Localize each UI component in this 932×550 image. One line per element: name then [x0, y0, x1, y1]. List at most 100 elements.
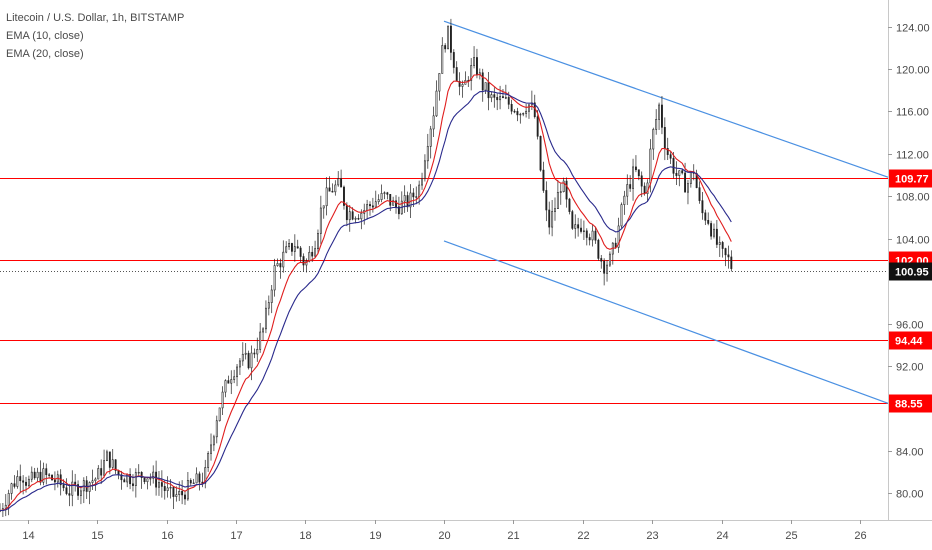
candle-body: [438, 73, 441, 92]
candles: [0, 18, 733, 518]
candle-body: [704, 212, 707, 221]
candle-body: [383, 192, 386, 194]
candle-body: [189, 480, 192, 484]
upper-channel-line[interactable]: [443, 20, 889, 178]
candle-body: [409, 192, 412, 208]
candle-body: [710, 223, 713, 237]
candle-body: [7, 493, 10, 506]
candle-body: [311, 251, 314, 257]
candle-body: [166, 487, 169, 491]
candle-body: [519, 113, 522, 116]
candle-body: [415, 196, 418, 198]
chart-legend: Litecoin / U.S. Dollar, 1h, BITSTAMP EMA…: [6, 9, 184, 63]
ema-20-legend[interactable]: EMA (20, close): [6, 48, 84, 60]
ema-20-line: [0, 90, 732, 512]
candle-body: [285, 246, 288, 253]
candle-body: [435, 90, 438, 117]
candle-body: [120, 474, 123, 481]
candle-body: [369, 204, 371, 207]
symbol-title[interactable]: Litecoin / U.S. Dollar, 1h, BITSTAMP: [6, 12, 185, 24]
current-price-label: 100.95: [895, 267, 929, 279]
candle-body: [461, 84, 464, 87]
x-tick-label: 21: [507, 530, 519, 542]
candle-body: [282, 251, 285, 268]
candle-body: [233, 376, 236, 380]
candle-body: [646, 182, 649, 194]
ema-10-line: [0, 73, 732, 512]
candle-body: [299, 247, 302, 257]
candle-body: [215, 420, 218, 438]
candle-body: [634, 166, 637, 171]
candle-body: [496, 97, 499, 101]
candle-body: [319, 207, 322, 234]
candle-body: [493, 94, 496, 98]
candle-body: [267, 302, 270, 309]
candle-body: [649, 148, 652, 184]
candle-body: [626, 184, 629, 197]
x-tick-label: 15: [91, 530, 103, 542]
candle-body: [608, 253, 611, 266]
candle-body: [522, 113, 525, 115]
candle-body: [666, 148, 669, 155]
candle-body: [640, 175, 643, 187]
candle-body: [227, 380, 230, 384]
ema-10-legend[interactable]: EMA (10, close): [6, 30, 84, 42]
candle-body: [366, 204, 369, 211]
price-axis[interactable]: 124.00 120.00 116.00 112.00 108.00 104.00 96.0…: [888, 0, 930, 520]
trend-channel[interactable]: [443, 20, 889, 404]
candle-body: [727, 254, 730, 258]
lower-channel-line[interactable]: [443, 240, 889, 404]
candle-body: [386, 192, 389, 195]
candle-body: [53, 479, 56, 483]
candle-body: [441, 45, 444, 74]
x-tick-label: 19: [369, 530, 381, 542]
candle-body: [134, 472, 137, 486]
candle-body: [588, 237, 591, 241]
candle-body: [45, 468, 48, 476]
candle-body: [661, 104, 663, 128]
candle-body: [137, 471, 140, 474]
time-axis[interactable]: 14 15 16 17 18 19 20 21 22 23 24 25 26: [0, 520, 932, 542]
candle-body: [675, 172, 678, 176]
candle-body: [594, 230, 597, 241]
candle-body: [337, 178, 340, 186]
candle-body: [389, 194, 392, 206]
x-tick-label: 20: [438, 530, 450, 542]
x-tick-label: 17: [230, 530, 242, 542]
candle-body: [30, 471, 33, 480]
candle-body: [357, 217, 360, 220]
candle-body: [16, 476, 19, 487]
candle-body: [270, 289, 273, 303]
candle-body: [620, 204, 623, 227]
candle-body: [718, 242, 721, 245]
candle-body: [449, 25, 452, 53]
candle-body: [380, 193, 383, 200]
current-price-tag: [889, 262, 932, 281]
candle-body: [421, 178, 423, 186]
x-tick-label: 18: [299, 530, 311, 542]
candle-body: [432, 115, 435, 130]
candle-body: [169, 486, 172, 489]
candle-body: [426, 146, 429, 162]
candle-body: [412, 192, 415, 198]
candle-body: [241, 353, 244, 362]
candle-body: [678, 170, 681, 176]
candle-body: [132, 483, 134, 486]
y-tick-label: 104.00: [896, 235, 930, 247]
candle-body: [548, 209, 551, 228]
candle-body: [701, 200, 704, 214]
candle-body: [582, 230, 585, 232]
candle-body: [152, 471, 155, 479]
candle-body: [707, 219, 710, 224]
candle-body: [713, 228, 715, 237]
candle-body: [103, 460, 106, 476]
candle-body: [556, 192, 559, 209]
candle-body: [19, 476, 22, 482]
candle-body: [236, 366, 238, 378]
candle-body: [143, 477, 146, 483]
candle-body: [331, 190, 334, 193]
candle-body: [36, 471, 39, 479]
candle-body: [499, 96, 502, 101]
candle-body: [502, 96, 504, 98]
